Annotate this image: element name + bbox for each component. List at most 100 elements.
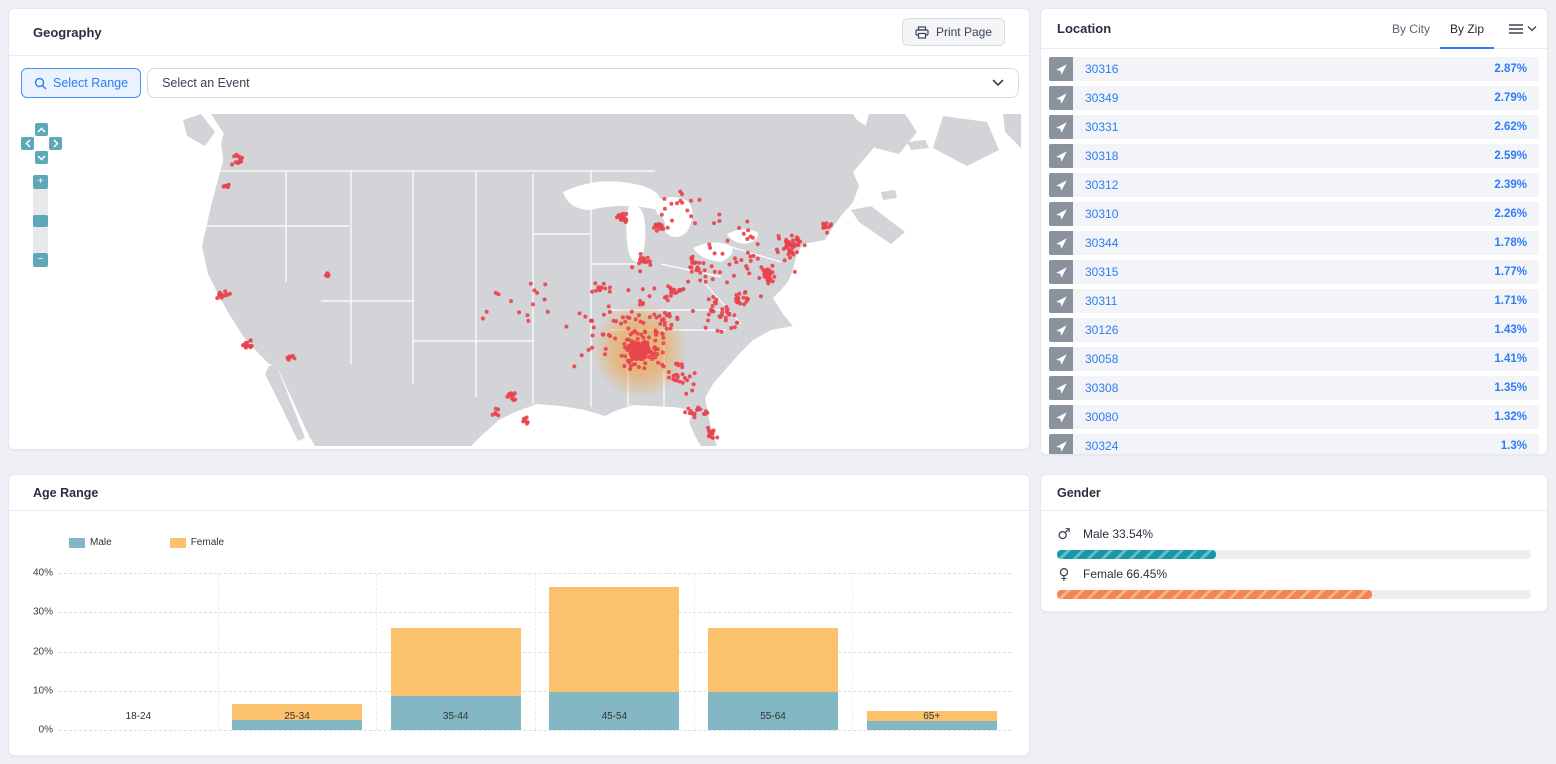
select-range-button[interactable]: Select Range [21, 68, 142, 98]
bar-segment-female[interactable] [549, 586, 680, 692]
bar-segment-female[interactable] [866, 710, 997, 721]
zip-link[interactable]: 30315 [1085, 265, 1119, 279]
zip-link[interactable]: 30344 [1085, 236, 1119, 250]
zoom-slider-track[interactable] [33, 189, 48, 253]
zip-percentage: 1.43% [1494, 324, 1527, 336]
geography-title: Geography [33, 24, 102, 40]
female-progress-track [1057, 590, 1531, 599]
zip-row: 30126 1.43% [1049, 318, 1539, 342]
navigate-icon[interactable] [1049, 434, 1073, 454]
zip-percentage: 1.77% [1494, 266, 1527, 278]
navigate-icon[interactable] [1049, 347, 1073, 371]
navigate-icon[interactable] [1049, 318, 1073, 342]
x-axis-label: 35-44 [442, 711, 469, 722]
map-zoom-slider: + − [33, 175, 48, 267]
zip-link[interactable]: 30324 [1085, 439, 1119, 453]
chart-legend: Male Female [69, 537, 224, 548]
gender-panel: Gender ♂ Male 33.54% ♀ Female 66.45% [1040, 474, 1548, 612]
bar-slot-35-44: 35-44 [376, 573, 535, 730]
male-progress-fill [1057, 550, 1216, 559]
zip-link[interactable]: 30316 [1085, 62, 1119, 76]
zip-percentage: 2.62% [1494, 121, 1527, 133]
tab-by-city[interactable]: By City [1391, 22, 1430, 36]
navigate-icon[interactable] [1049, 376, 1073, 400]
zip-percentage: 2.79% [1494, 92, 1527, 104]
navigate-icon[interactable] [1049, 57, 1073, 81]
zip-link[interactable]: 30126 [1085, 323, 1119, 337]
zip-row: 30318 2.59% [1049, 144, 1539, 168]
zip-row: 30349 2.79% [1049, 86, 1539, 110]
pan-up-button[interactable] [35, 123, 48, 136]
navigate-icon[interactable] [1049, 86, 1073, 110]
bar-slot-25-34: 25-34 [218, 573, 377, 730]
age-range-title: Age Range [33, 485, 99, 500]
zip-row: 30324 1.3% [1049, 434, 1539, 454]
zip-percentage: 2.26% [1494, 208, 1527, 220]
bar-segment-male[interactable] [231, 720, 363, 730]
navigate-icon[interactable] [1049, 115, 1073, 139]
x-axis-label: 18-24 [125, 711, 152, 722]
zip-link[interactable]: 30318 [1085, 149, 1119, 163]
stacked-bar[interactable] [549, 586, 680, 730]
chevron-down-icon [1527, 26, 1537, 32]
us-map[interactable] [181, 114, 1021, 446]
zoom-in-button[interactable]: + [33, 175, 48, 189]
zip-row: 30344 1.78% [1049, 231, 1539, 255]
zip-link[interactable]: 30311 [1085, 294, 1118, 308]
zip-link[interactable]: 30058 [1085, 352, 1119, 366]
tab-by-zip[interactable]: By Zip [1439, 11, 1494, 49]
stacked-bar[interactable] [231, 703, 363, 730]
bar-segment-male[interactable] [549, 691, 680, 730]
zip-link[interactable]: 30331 [1085, 120, 1119, 134]
location-panel: Location By City By Zip 30316 2.87% 30349 2.… [1040, 8, 1548, 455]
stacked-bar[interactable] [707, 628, 839, 730]
bar-segment-male[interactable] [707, 691, 839, 730]
stacked-bar[interactable] [390, 628, 521, 730]
navigate-icon[interactable] [1049, 144, 1073, 168]
bar-segment-male[interactable] [866, 720, 997, 730]
bar-segment-female[interactable] [707, 628, 839, 692]
navigate-icon[interactable] [1049, 173, 1073, 197]
zip-link[interactable]: 30349 [1085, 91, 1119, 105]
stacked-bar[interactable] [866, 710, 997, 730]
zip-percentage: 2.39% [1494, 179, 1527, 191]
legend-swatch [69, 537, 85, 548]
bar-segment-female[interactable] [390, 628, 521, 696]
print-page-button[interactable]: Print Page [901, 18, 1005, 46]
zoom-out-button[interactable]: − [33, 253, 48, 267]
pan-right-button[interactable] [49, 137, 62, 150]
zip-percentage: 2.87% [1494, 63, 1527, 75]
vertical-gridline [852, 573, 854, 730]
zip-percentage: 1.41% [1494, 353, 1527, 365]
chevron-down-icon [992, 79, 1004, 87]
navigate-icon[interactable] [1049, 202, 1073, 226]
bar-slot-18-24: 18-24 [59, 573, 218, 730]
pan-down-button[interactable] [35, 151, 48, 164]
map-pan-control [21, 123, 62, 164]
zip-link[interactable]: 30080 [1085, 410, 1119, 424]
zip-row: 30308 1.35% [1049, 376, 1539, 400]
legend-swatch [169, 537, 186, 548]
navigate-icon[interactable] [1049, 405, 1073, 429]
zip-link[interactable]: 30308 [1085, 381, 1119, 395]
navigate-icon[interactable] [1049, 231, 1073, 255]
y-axis-tick: 0% [38, 724, 53, 736]
event-select[interactable]: Select an Event [147, 68, 1019, 98]
zip-row: 30310 2.26% [1049, 202, 1539, 226]
navigate-icon[interactable] [1049, 289, 1073, 313]
bar-segment-female[interactable] [231, 703, 363, 721]
hamburger-icon [1509, 23, 1523, 34]
zip-link[interactable]: 30312 [1085, 178, 1119, 192]
y-axis-tick: 40% [32, 567, 53, 579]
bar-segment-male[interactable] [390, 695, 521, 730]
zip-row: 30312 2.39% [1049, 173, 1539, 197]
zoom-slider-handle[interactable] [33, 215, 48, 227]
pan-center [35, 137, 48, 150]
list-menu-button[interactable] [1508, 23, 1537, 35]
pan-left-button[interactable] [21, 137, 34, 150]
gender-title: Gender [1057, 485, 1101, 500]
vertical-gridline [217, 573, 219, 730]
navigate-icon[interactable] [1049, 260, 1073, 284]
zip-link[interactable]: 30310 [1085, 207, 1119, 221]
zip-row: 30311 1.71% [1049, 289, 1539, 313]
